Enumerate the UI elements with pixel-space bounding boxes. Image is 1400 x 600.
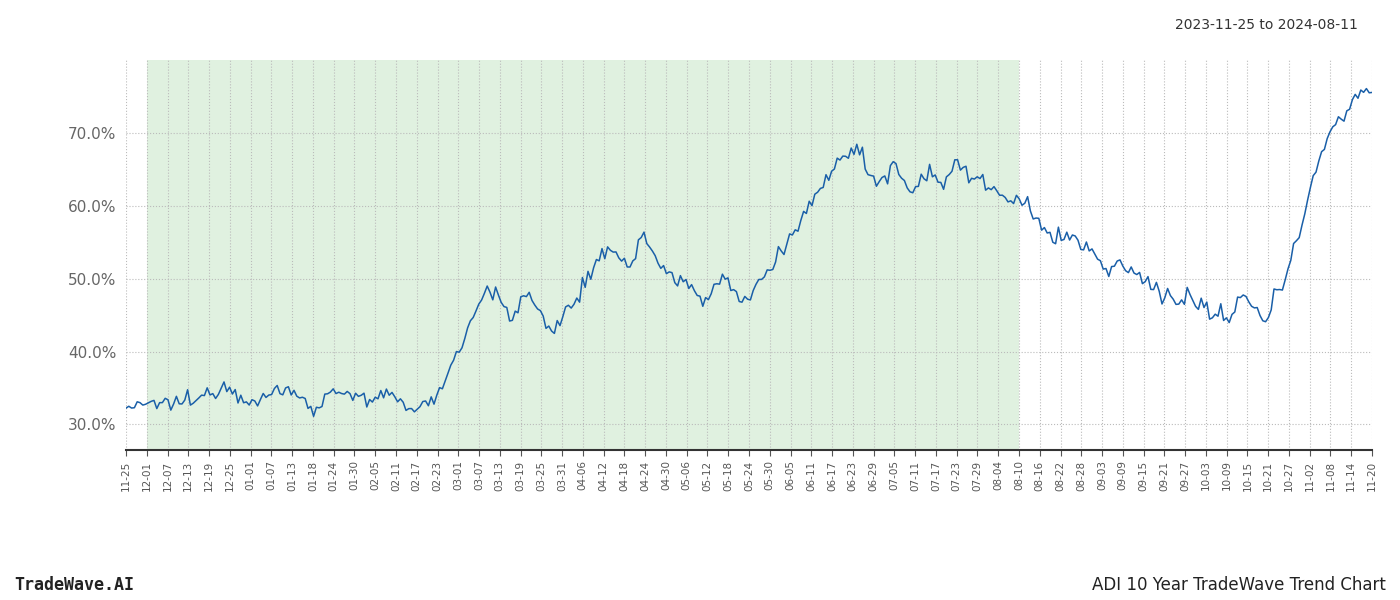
Bar xyxy=(147,60,1019,450)
Text: TradeWave.AI: TradeWave.AI xyxy=(14,576,134,594)
Text: 2023-11-25 to 2024-08-11: 2023-11-25 to 2024-08-11 xyxy=(1175,18,1358,32)
Text: ADI 10 Year TradeWave Trend Chart: ADI 10 Year TradeWave Trend Chart xyxy=(1092,576,1386,594)
